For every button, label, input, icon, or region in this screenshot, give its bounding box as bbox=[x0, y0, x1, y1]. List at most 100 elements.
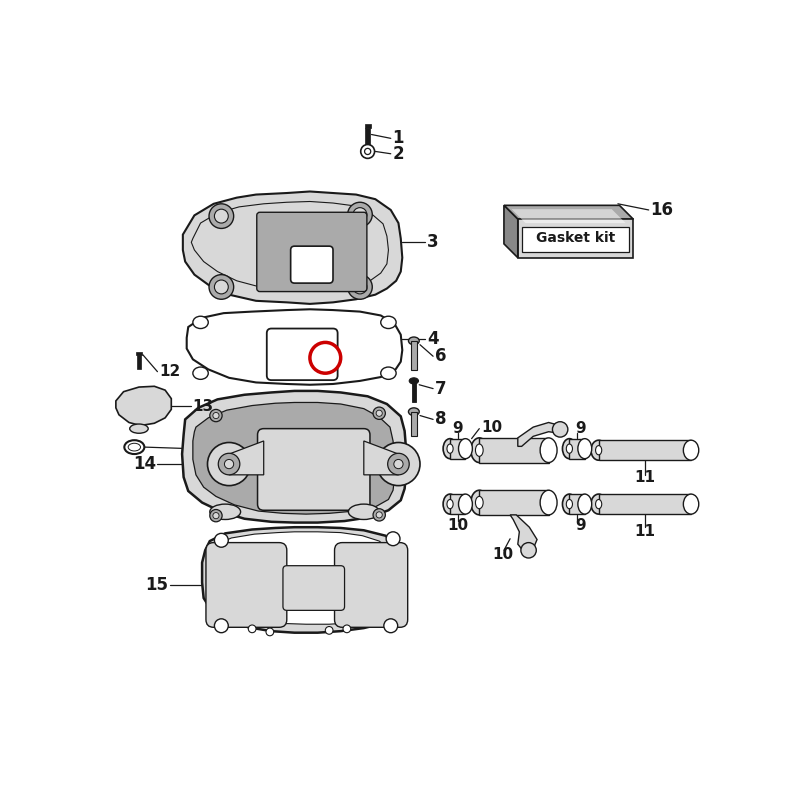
Text: 14: 14 bbox=[133, 455, 156, 473]
Bar bbox=[411, 381, 416, 402]
Bar bbox=[410, 341, 417, 370]
Text: 6: 6 bbox=[434, 347, 446, 366]
Bar bbox=[479, 490, 549, 515]
Circle shape bbox=[388, 454, 410, 475]
Ellipse shape bbox=[475, 444, 483, 456]
Circle shape bbox=[213, 413, 219, 418]
Text: 5: 5 bbox=[320, 350, 330, 366]
Circle shape bbox=[214, 209, 228, 223]
Text: 10: 10 bbox=[447, 518, 468, 533]
Circle shape bbox=[521, 542, 536, 558]
Ellipse shape bbox=[193, 367, 208, 379]
Polygon shape bbox=[202, 527, 404, 633]
Ellipse shape bbox=[562, 438, 576, 458]
Circle shape bbox=[214, 280, 228, 294]
Circle shape bbox=[386, 532, 400, 546]
Circle shape bbox=[266, 628, 274, 636]
Ellipse shape bbox=[683, 440, 698, 460]
Circle shape bbox=[373, 407, 386, 419]
Circle shape bbox=[225, 459, 234, 469]
Ellipse shape bbox=[409, 408, 419, 415]
Ellipse shape bbox=[683, 494, 698, 514]
Circle shape bbox=[214, 619, 228, 633]
FancyBboxPatch shape bbox=[334, 542, 408, 627]
Polygon shape bbox=[183, 191, 402, 304]
Circle shape bbox=[376, 410, 382, 416]
Ellipse shape bbox=[591, 440, 606, 460]
Text: 9: 9 bbox=[453, 421, 463, 436]
Circle shape bbox=[218, 454, 240, 475]
Ellipse shape bbox=[471, 490, 488, 515]
Text: 7: 7 bbox=[434, 380, 446, 398]
Ellipse shape bbox=[471, 438, 488, 462]
Bar bbox=[136, 352, 142, 355]
Text: 13: 13 bbox=[192, 399, 214, 414]
Ellipse shape bbox=[540, 438, 557, 462]
Polygon shape bbox=[191, 202, 389, 290]
Text: 12: 12 bbox=[159, 364, 180, 379]
Circle shape bbox=[376, 512, 382, 518]
Polygon shape bbox=[182, 391, 406, 522]
Circle shape bbox=[210, 410, 222, 422]
Bar bbox=[450, 438, 466, 458]
Ellipse shape bbox=[210, 504, 241, 519]
Ellipse shape bbox=[193, 316, 208, 329]
Ellipse shape bbox=[458, 438, 472, 458]
Text: 15: 15 bbox=[146, 576, 168, 594]
Ellipse shape bbox=[578, 438, 592, 458]
Circle shape bbox=[553, 422, 568, 437]
Bar bbox=[366, 128, 370, 146]
Bar bbox=[450, 494, 466, 514]
Circle shape bbox=[209, 204, 234, 229]
Polygon shape bbox=[510, 515, 537, 552]
Ellipse shape bbox=[458, 494, 472, 514]
Text: 11: 11 bbox=[634, 470, 655, 486]
Text: 10: 10 bbox=[481, 419, 502, 434]
Text: 3: 3 bbox=[427, 234, 438, 251]
Ellipse shape bbox=[410, 378, 418, 384]
Circle shape bbox=[373, 509, 386, 521]
Bar bbox=[522, 227, 630, 251]
Ellipse shape bbox=[595, 499, 602, 509]
Circle shape bbox=[214, 534, 228, 547]
Bar bbox=[479, 438, 549, 462]
Ellipse shape bbox=[595, 446, 602, 455]
Circle shape bbox=[365, 148, 370, 154]
Ellipse shape bbox=[124, 440, 144, 454]
Text: 10: 10 bbox=[492, 547, 513, 562]
Bar bbox=[570, 494, 585, 514]
Bar bbox=[410, 412, 417, 436]
Ellipse shape bbox=[578, 494, 592, 514]
Text: 9: 9 bbox=[575, 421, 586, 436]
Polygon shape bbox=[512, 209, 626, 223]
Polygon shape bbox=[210, 532, 394, 624]
Ellipse shape bbox=[591, 494, 606, 514]
Polygon shape bbox=[504, 206, 518, 258]
Circle shape bbox=[348, 274, 372, 299]
Ellipse shape bbox=[540, 490, 557, 515]
FancyBboxPatch shape bbox=[257, 212, 367, 291]
Ellipse shape bbox=[349, 504, 379, 519]
FancyBboxPatch shape bbox=[283, 566, 345, 610]
Text: 8: 8 bbox=[434, 410, 446, 429]
Ellipse shape bbox=[130, 424, 148, 434]
Ellipse shape bbox=[447, 444, 453, 454]
Circle shape bbox=[209, 274, 234, 299]
Circle shape bbox=[361, 145, 374, 158]
Bar bbox=[598, 494, 691, 514]
FancyBboxPatch shape bbox=[266, 329, 338, 380]
Circle shape bbox=[384, 619, 398, 633]
Ellipse shape bbox=[381, 367, 396, 379]
Ellipse shape bbox=[128, 443, 141, 451]
Circle shape bbox=[210, 510, 222, 522]
Polygon shape bbox=[229, 441, 264, 475]
Text: 2: 2 bbox=[392, 145, 404, 162]
Polygon shape bbox=[518, 422, 560, 446]
Bar bbox=[570, 438, 585, 458]
Ellipse shape bbox=[562, 494, 576, 514]
Ellipse shape bbox=[566, 444, 573, 454]
Bar bbox=[365, 124, 370, 128]
Ellipse shape bbox=[443, 494, 457, 514]
FancyBboxPatch shape bbox=[258, 429, 370, 510]
FancyBboxPatch shape bbox=[290, 246, 333, 283]
